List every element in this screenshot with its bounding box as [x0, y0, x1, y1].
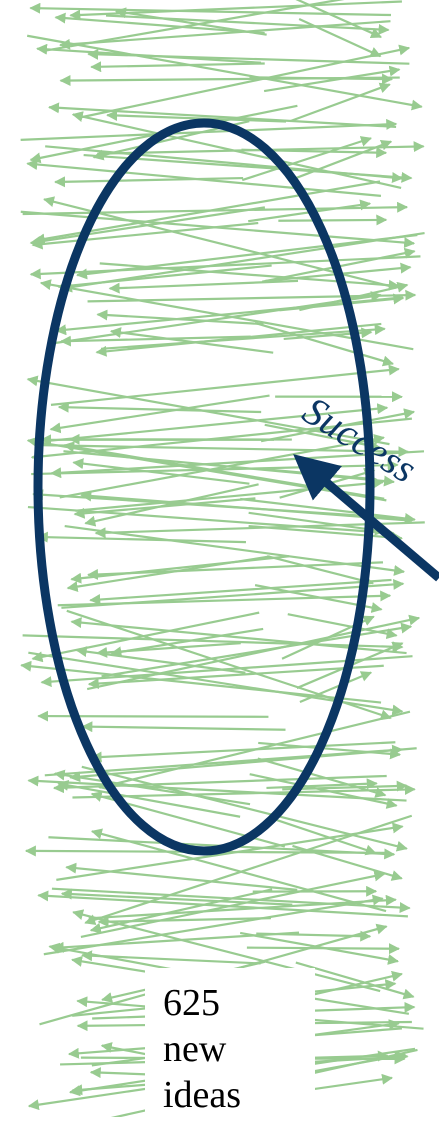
- idea-arrow: [102, 626, 412, 676]
- idea-arrow: [247, 948, 399, 949]
- idea-arrow: [88, 562, 383, 575]
- idea-arrow: [51, 369, 399, 405]
- idea-arrow: [292, 846, 401, 878]
- idea-arrow: [82, 955, 260, 963]
- idea-arrow: [27, 36, 422, 107]
- idea-arrow: [38, 537, 246, 542]
- idea-arrow: [60, 21, 390, 45]
- idea-arrow: [82, 727, 285, 730]
- idea-arrow: [290, 84, 389, 121]
- idea-arrow: [61, 78, 400, 81]
- idea-arrow: [106, 16, 388, 30]
- idea-arrow: [59, 407, 261, 412]
- new-ideas-label: 625 new ideas: [163, 980, 241, 1118]
- idea-arrow: [269, 817, 376, 853]
- idea-arrow: [278, 220, 386, 221]
- idea-arrow: [65, 526, 404, 572]
- idea-arrow: [288, 614, 397, 635]
- idea-arrow: [110, 281, 298, 289]
